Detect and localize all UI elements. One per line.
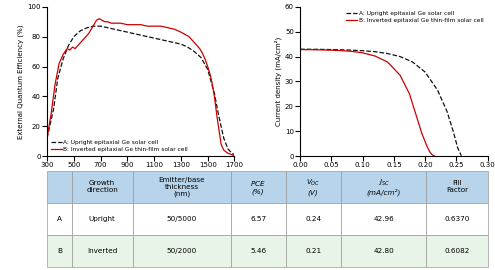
A: Upright epitaxial Ge solar cell: (0.02, 42.9): Upright epitaxial Ge solar cell: (0.02, … [310, 48, 316, 51]
A: Upright epitaxial Ge solar cell: (0.235, 18): Upright epitaxial Ge solar cell: (0.235,… [444, 110, 450, 113]
B: Inverted epitaxial Ge thin-film solar cell: (0.195, 9): Inverted epitaxial Ge thin-film solar ce… [419, 132, 425, 135]
B: Inverted epitaxial Ge thin-film solar cell: (0.14, 37.8): Inverted epitaxial Ge thin-film solar ce… [385, 60, 391, 64]
A: Upright epitaxial Ge solar cell: (1.2e+03, 77): Upright epitaxial Ge solar cell: (1.2e+0… [164, 39, 170, 43]
A: Upright epitaxial Ge solar cell: (500, 80): Upright epitaxial Ge solar cell: (500, 8… [71, 35, 77, 38]
A: Upright epitaxial Ge solar cell: (1.45e+03, 66): Upright epitaxial Ge solar cell: (1.45e+… [198, 56, 204, 59]
A: Upright epitaxial Ge solar cell: (0, 43): Upright epitaxial Ge solar cell: (0, 43) [297, 48, 303, 51]
A: Upright epitaxial Ge solar cell: (0.252, 3.5): Upright epitaxial Ge solar cell: (0.252,… [454, 146, 460, 149]
X-axis label: Wavelength (nm): Wavelength (nm) [108, 174, 174, 183]
A: Upright epitaxial Ge solar cell: (0.16, 40): Upright epitaxial Ge solar cell: (0.16, … [397, 55, 403, 58]
Legend: A: Upright epitaxial Ge solar cell, B: Inverted epitaxial Ge thin-film solar cel: A: Upright epitaxial Ge solar cell, B: I… [50, 139, 189, 153]
B: Inverted epitaxial Ge thin-film solar cell: (0.175, 25): Inverted epitaxial Ge thin-film solar ce… [406, 92, 412, 96]
A: Upright epitaxial Ge solar cell: (0.14, 41.2): Upright epitaxial Ge solar cell: (0.14, … [385, 52, 391, 55]
A: Upright epitaxial Ge solar cell: (1.35e+03, 73): Upright epitaxial Ge solar cell: (1.35e+… [185, 45, 191, 49]
A: Upright epitaxial Ge solar cell: (1.1e+03, 79): Upright epitaxial Ge solar cell: (1.1e+0… [151, 36, 157, 40]
A: Upright epitaxial Ge solar cell: (380, 52): Upright epitaxial Ge solar cell: (380, 5… [55, 77, 61, 80]
A: Upright epitaxial Ge solar cell: (1.4e+03, 70): Upright epitaxial Ge solar cell: (1.4e+0… [192, 50, 198, 53]
A: Upright epitaxial Ge solar cell: (950, 82): Upright epitaxial Ge solar cell: (950, 8… [131, 32, 137, 35]
Line: A: Upright epitaxial Ge solar cell: A: Upright epitaxial Ge solar cell [300, 49, 461, 156]
A: Upright epitaxial Ge solar cell: (700, 87): Upright epitaxial Ge solar cell: (700, 8… [98, 25, 103, 28]
B: Inverted epitaxial Ge thin-film solar cell: (0.04, 42.6): Inverted epitaxial Ge thin-film solar ce… [322, 48, 328, 52]
B: Inverted epitaxial Ge thin-film solar cell: (0.1, 41.5): Inverted epitaxial Ge thin-film solar ce… [360, 51, 366, 55]
B: Inverted epitaxial Ge thin-film solar cell: (1.46e+03, 69): Inverted epitaxial Ge thin-film solar ce… [199, 52, 205, 55]
A: Upright epitaxial Ge solar cell: (0.22, 26.5): Upright epitaxial Ge solar cell: (0.22, … [435, 89, 441, 92]
A: Upright epitaxial Ge solar cell: (350, 32): Upright epitaxial Ge solar cell: (350, 3… [51, 107, 57, 110]
A: Upright epitaxial Ge solar cell: (0.04, 42.9): Upright epitaxial Ge solar cell: (0.04, … [322, 48, 328, 51]
A: Upright epitaxial Ge solar cell: (600, 86): Upright epitaxial Ge solar cell: (600, 8… [84, 26, 90, 29]
B: Inverted epitaxial Ge thin-film solar cell: (1.44e+03, 72): Inverted epitaxial Ge thin-film solar ce… [197, 47, 202, 50]
A: Upright epitaxial Ge solar cell: (850, 84): Upright epitaxial Ge solar cell: (850, 8… [118, 29, 124, 32]
B: Inverted epitaxial Ge thin-film solar cell: (0.08, 42.1): Inverted epitaxial Ge thin-film solar ce… [347, 50, 353, 53]
A: Upright epitaxial Ge solar cell: (1.5e+03, 58): Upright epitaxial Ge solar cell: (1.5e+0… [205, 68, 211, 71]
A: Upright epitaxial Ge solar cell: (1.15e+03, 78): Upright epitaxial Ge solar cell: (1.15e+… [158, 38, 164, 41]
A: Upright epitaxial Ge solar cell: (1.65e+03, 5): Upright epitaxial Ge solar cell: (1.65e+… [225, 147, 231, 150]
B: Inverted epitaxial Ge thin-film solar cell: (1.7e+03, 0): Inverted epitaxial Ge thin-film solar ce… [232, 154, 238, 158]
A: Upright epitaxial Ge solar cell: (0.1, 42.4): Upright epitaxial Ge solar cell: (0.1, 4… [360, 49, 366, 52]
A: Upright epitaxial Ge solar cell: (650, 87): Upright epitaxial Ge solar cell: (650, 8… [91, 25, 97, 28]
A: Upright epitaxial Ge solar cell: (0.245, 10): Upright epitaxial Ge solar cell: (0.245,… [450, 130, 456, 133]
A: Upright epitaxial Ge solar cell: (0.08, 42.6): Upright epitaxial Ge solar cell: (0.08, … [347, 48, 353, 52]
B: Inverted epitaxial Ge thin-film solar cell: (0.02, 42.7): Inverted epitaxial Ge thin-film solar ce… [310, 48, 316, 51]
Line: B: Inverted epitaxial Ge thin-film solar cell: B: Inverted epitaxial Ge thin-film solar… [47, 19, 235, 156]
A: Upright epitaxial Ge solar cell: (0.2, 33.8): Upright epitaxial Ge solar cell: (0.2, 3… [422, 70, 428, 74]
B: Inverted epitaxial Ge thin-film solar cell: (0.12, 40.2): Inverted epitaxial Ge thin-film solar ce… [372, 55, 378, 58]
A: Upright epitaxial Ge solar cell: (550, 84): Upright epitaxial Ge solar cell: (550, 8… [78, 29, 84, 32]
A: Upright epitaxial Ge solar cell: (1.68e+03, 2): Upright epitaxial Ge solar cell: (1.68e+… [229, 151, 235, 155]
B: Inverted epitaxial Ge thin-film solar cell: (950, 88): Inverted epitaxial Ge thin-film solar ce… [131, 23, 137, 26]
A: Upright epitaxial Ge solar cell: (0.06, 42.8): Upright epitaxial Ge solar cell: (0.06, … [335, 48, 341, 51]
A: Upright epitaxial Ge solar cell: (0.258, 0.2): Upright epitaxial Ge solar cell: (0.258,… [458, 154, 464, 157]
Legend: A: Upright epitaxial Ge solar cell, B: Inverted epitaxial Ge thin-film solar cel: A: Upright epitaxial Ge solar cell, B: I… [346, 10, 485, 24]
B: Inverted epitaxial Ge thin-film solar cell: (0.203, 4): Inverted epitaxial Ge thin-film solar ce… [424, 144, 430, 148]
A: Upright epitaxial Ge solar cell: (1.55e+03, 42): Upright epitaxial Ge solar cell: (1.55e+… [211, 92, 217, 95]
B: Inverted epitaxial Ge thin-film solar cell: (300, 12): Inverted epitaxial Ge thin-film solar ce… [44, 137, 50, 140]
Y-axis label: Current density (mA/cm²): Current density (mA/cm²) [275, 37, 282, 126]
B: Inverted epitaxial Ge thin-film solar cell: (0.16, 32.5): Inverted epitaxial Ge thin-film solar ce… [397, 74, 403, 77]
A: Upright epitaxial Ge solar cell: (420, 65): Upright epitaxial Ge solar cell: (420, 6… [60, 58, 66, 61]
A: Upright epitaxial Ge solar cell: (900, 83): Upright epitaxial Ge solar cell: (900, 8… [124, 31, 130, 34]
Line: B: Inverted epitaxial Ge thin-film solar cell: B: Inverted epitaxial Ge thin-film solar… [300, 50, 435, 156]
B: Inverted epitaxial Ge thin-film solar cell: (0.212, 0.4): Inverted epitaxial Ge thin-film solar ce… [430, 154, 436, 157]
A: Upright epitaxial Ge solar cell: (460, 74): Upright epitaxial Ge solar cell: (460, 7… [65, 44, 71, 47]
A: Upright epitaxial Ge solar cell: (1.05e+03, 80): Upright epitaxial Ge solar cell: (1.05e+… [145, 35, 150, 38]
B: Inverted epitaxial Ge thin-film solar cell: (690, 92): Inverted epitaxial Ge thin-film solar ce… [97, 17, 102, 20]
A: Upright epitaxial Ge solar cell: (0.18, 37.8): Upright epitaxial Ge solar cell: (0.18, … [410, 60, 416, 64]
A: Upright epitaxial Ge solar cell: (1.3e+03, 75): Upright epitaxial Ge solar cell: (1.3e+0… [178, 42, 184, 46]
B: Inverted epitaxial Ge thin-film solar cell: (0.208, 1.5): Inverted epitaxial Ge thin-film solar ce… [427, 151, 433, 154]
A: Upright epitaxial Ge solar cell: (1.58e+03, 28): Upright epitaxial Ge solar cell: (1.58e+… [215, 113, 221, 116]
A: Upright epitaxial Ge solar cell: (300, 12): Upright epitaxial Ge solar cell: (300, 1… [44, 137, 50, 140]
X-axis label: Voltage (V): Voltage (V) [373, 174, 415, 183]
B: Inverted epitaxial Ge thin-film solar cell: (360, 48): Inverted epitaxial Ge thin-film solar ce… [52, 83, 58, 86]
A: Upright epitaxial Ge solar cell: (800, 85): Upright epitaxial Ge solar cell: (800, 8… [111, 28, 117, 31]
A: Upright epitaxial Ge solar cell: (1e+03, 81): Upright epitaxial Ge solar cell: (1e+03,… [138, 33, 144, 37]
B: Inverted epitaxial Ge thin-film solar cell: (0.215, 0.05): Inverted epitaxial Ge thin-film solar ce… [432, 154, 438, 158]
Y-axis label: External Quantum Efficiency (%): External Quantum Efficiency (%) [18, 24, 24, 139]
A: Upright epitaxial Ge solar cell: (0.12, 42): Upright epitaxial Ge solar cell: (0.12, … [372, 50, 378, 53]
B: Inverted epitaxial Ge thin-film solar cell: (390, 62): Inverted epitaxial Ge thin-film solar ce… [56, 62, 62, 65]
B: Inverted epitaxial Ge thin-film solar cell: (0, 42.8): Inverted epitaxial Ge thin-film solar ce… [297, 48, 303, 51]
A: Upright epitaxial Ge solar cell: (750, 86): Upright epitaxial Ge solar cell: (750, 8… [104, 26, 110, 29]
A: Upright epitaxial Ge solar cell: (1.25e+03, 76): Upright epitaxial Ge solar cell: (1.25e+… [171, 41, 177, 44]
A: Upright epitaxial Ge solar cell: (1.7e+03, 1): Upright epitaxial Ge solar cell: (1.7e+0… [232, 153, 238, 156]
B: Inverted epitaxial Ge thin-film solar cell: (650, 88): Inverted epitaxial Ge thin-film solar ce… [91, 23, 97, 26]
B: Inverted epitaxial Ge thin-film solar cell: (0.185, 17): Inverted epitaxial Ge thin-film solar ce… [413, 112, 419, 116]
Line: A: Upright epitaxial Ge solar cell: A: Upright epitaxial Ge solar cell [47, 26, 235, 155]
B: Inverted epitaxial Ge thin-film solar cell: (0.06, 42.5): Inverted epitaxial Ge thin-film solar ce… [335, 49, 341, 52]
A: Upright epitaxial Ge solar cell: (1.62e+03, 12): Upright epitaxial Ge solar cell: (1.62e+… [221, 137, 227, 140]
